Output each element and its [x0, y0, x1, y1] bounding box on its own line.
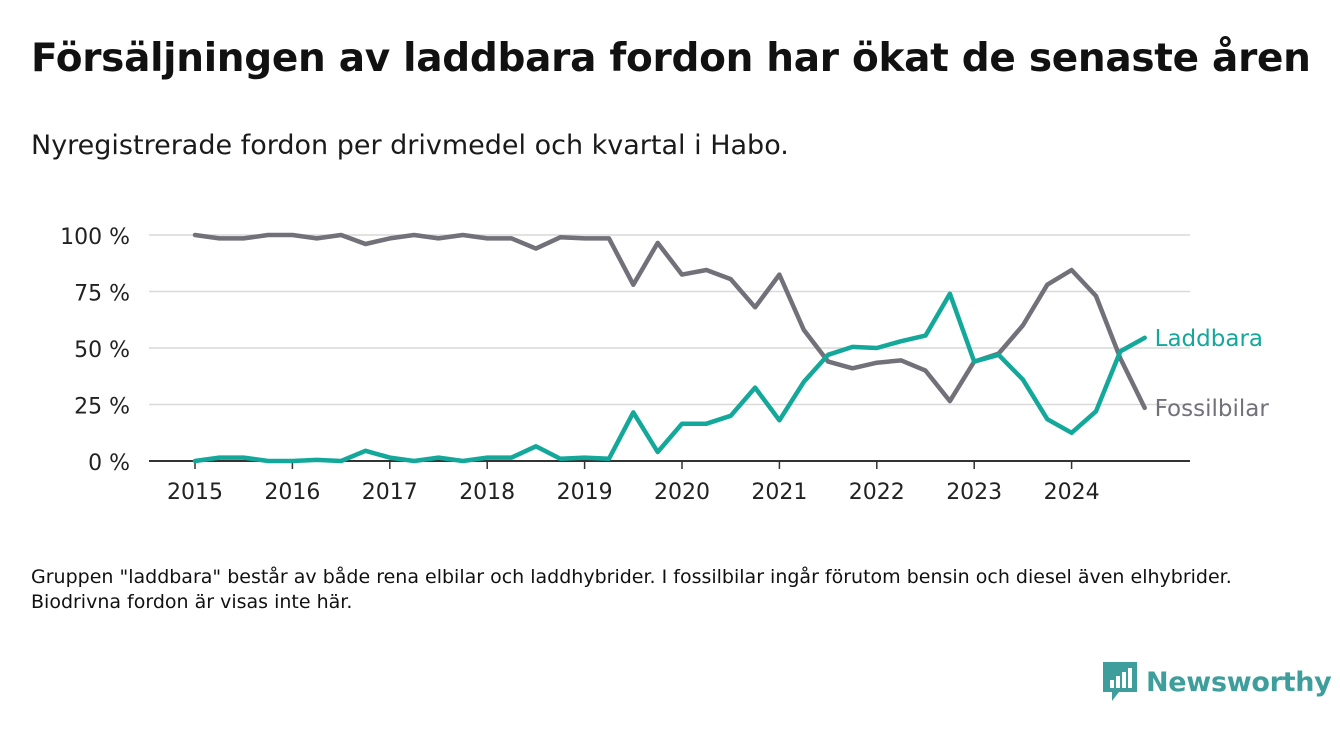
grid-lines [149, 234, 1190, 462]
newsworthy-logo: Newsworthy [1103, 662, 1332, 702]
x-tick-label: 2018 [459, 480, 515, 505]
y-tick-label: 50 % [74, 338, 130, 363]
series-line-fossil [192, 232, 1147, 411]
footnote: Gruppen "laddbara" består av både rena e… [31, 566, 1232, 613]
chart-title: Försäljningen av laddbara fordon har öka… [31, 36, 1311, 81]
series-line-laddbara [192, 291, 1147, 464]
line-chart: 0 %25 %50 %75 %100 % 2015 2016 2017 2018 201… [60, 225, 1270, 505]
x-tick-label: 2016 [264, 480, 320, 505]
x-tick-label: 2015 [167, 480, 223, 505]
y-tick-label: 75 % [74, 282, 130, 307]
series-label-fossil: Fossilbilar [1155, 396, 1270, 422]
y-tick-label: 100 % [60, 225, 130, 250]
x-tick-label: 2021 [751, 480, 807, 505]
chart-subtitle: Nyregistrerade fordon per drivmedel och … [31, 130, 789, 161]
y-tick-label: 25 % [74, 395, 130, 420]
x-tick-label: 2024 [1044, 480, 1100, 505]
bar-chart-bubble-icon [1103, 662, 1137, 701]
series-label-laddbara: Laddbara [1155, 326, 1263, 352]
y-axis-ticks: 0 % 25 % 50 % 75 % 100 % [60, 225, 130, 476]
series-labels: Fossilbilar Laddbara [1155, 326, 1270, 422]
series-lines [192, 232, 1147, 464]
x-tick-label: 2023 [946, 480, 1002, 505]
logo-text: Newsworthy [1146, 666, 1332, 698]
x-axis-ticks: 2015 2016 2017 2018 2019 2020 2021 2022 2023 2024 [167, 461, 1100, 505]
x-tick-label: 2019 [557, 480, 613, 505]
x-tick-label: 2017 [362, 480, 418, 505]
x-tick-label: 2022 [849, 480, 905, 505]
y-tick-label: 0 % [88, 451, 130, 476]
x-tick-label: 2020 [654, 480, 710, 505]
